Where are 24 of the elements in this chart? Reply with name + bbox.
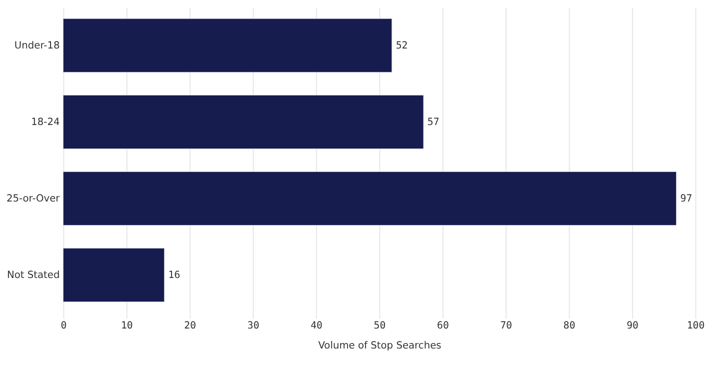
bar [62,94,424,149]
x-tick-label: 60 [437,320,449,332]
x-tick-label: 80 [563,320,576,332]
x-tick-label: 30 [247,320,260,332]
data-label: 52 [396,40,408,52]
y-tick-label: Under-18 [14,40,60,52]
data-label: 57 [427,116,440,128]
x-tick-label: 90 [626,320,639,332]
y-tick-label: 25-or-Over [6,193,61,204]
bar [62,18,392,72]
bar [62,171,677,226]
y-tick-label: Not Stated [6,270,60,281]
x-tick-label: 40 [310,320,323,332]
x-tick-label: 70 [500,320,512,332]
x-tick-label: 0 [60,320,67,332]
x-tick-label: 20 [184,320,196,332]
bar [62,248,165,302]
x-tick-label: 100 [686,320,705,332]
x-tick-label: 50 [374,320,386,332]
data-label: 97 [680,193,692,204]
data-label: 16 [168,270,180,281]
x-axis-title: Volume of Stop Searches [318,340,442,352]
x-tick-label: 10 [120,320,133,332]
y-tick-label: 18-24 [31,116,60,128]
